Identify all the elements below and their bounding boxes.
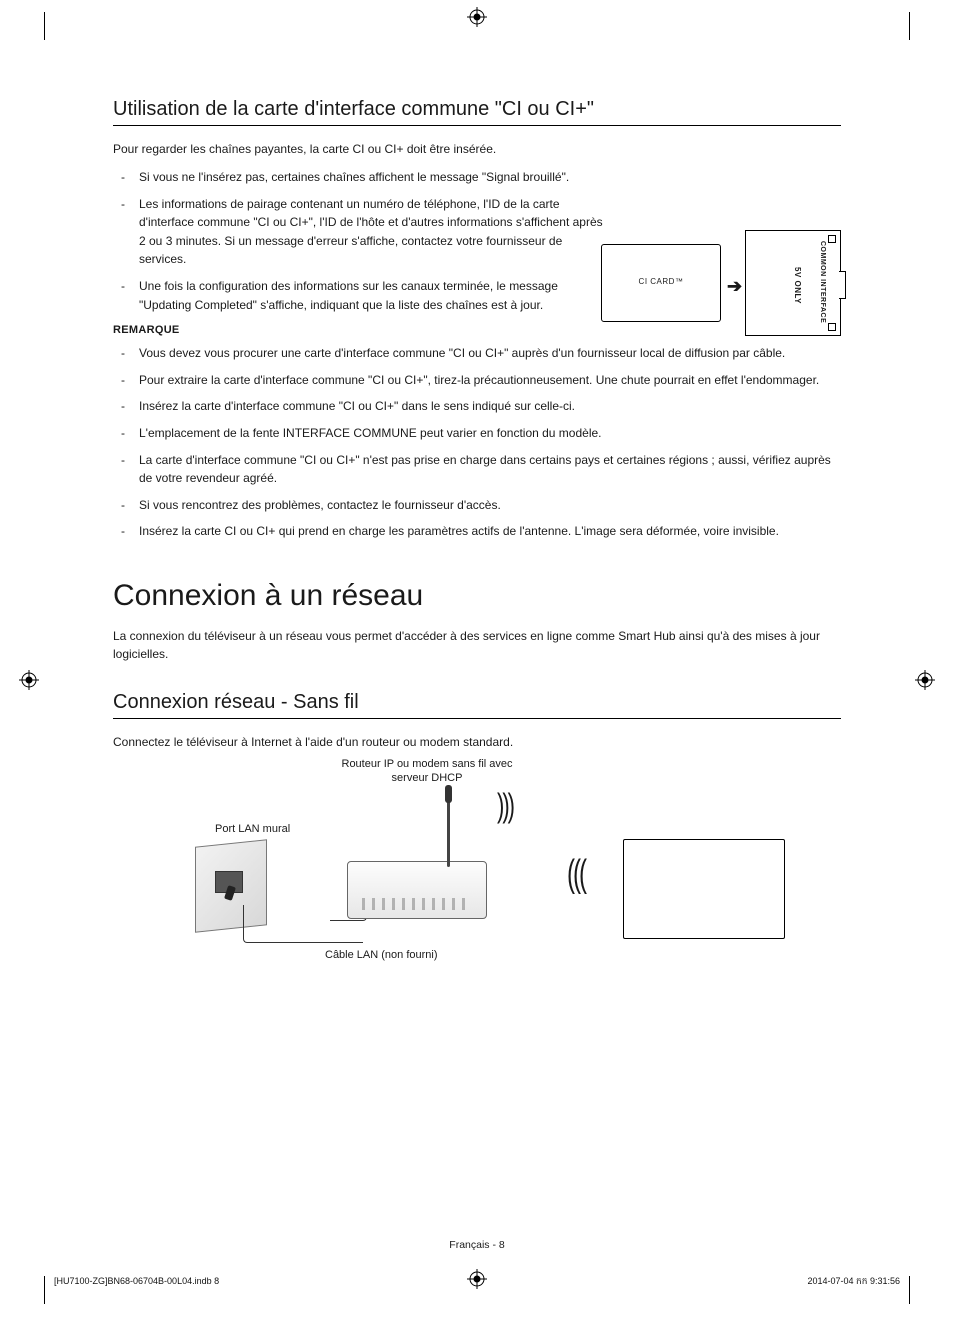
lan-port-icon [215, 871, 243, 893]
page-footer-meta: [HU7100-ZG]BN68-06704B-00L04.indb 8 2014… [54, 1276, 900, 1289]
page-footer-number: Français - 8 [0, 1239, 954, 1251]
footer-timestamp: 2014-07-04 កក 9:31:56 [808, 1276, 901, 1289]
network-intro: La connexion du téléviseur à un réseau v… [113, 627, 841, 663]
slot-common-interface-label: COMMON INTERFACE [819, 241, 826, 323]
lan-cable-label: Câble LAN (non fourni) [325, 949, 438, 961]
page: Utilisation de la carte d'interface comm… [0, 0, 954, 1321]
remarque-list: Vous devez vous procurer une carte d'int… [121, 344, 841, 541]
list-item: Si vous ne l'insérez pas, certaines chaî… [121, 168, 603, 187]
wifi-waves-receive-icon: ))) [569, 853, 587, 898]
list-item: L'emplacement de la fente INTERFACE COMM… [121, 424, 841, 443]
ci-intro: Pour regarder les chaînes payantes, la c… [113, 140, 603, 158]
list-item: Insérez la carte CI ou CI+ qui prend en … [121, 522, 841, 541]
lan-cable-icon [243, 905, 363, 943]
router-label: Routeur IP ou modem sans fil avec serveu… [327, 757, 527, 786]
slot-notch-icon [828, 323, 836, 331]
registration-mark-left-icon [19, 670, 39, 690]
tv-icon [623, 839, 785, 939]
footer-file: [HU7100-ZG]BN68-06704B-00L04.indb 8 [54, 1276, 219, 1289]
ci-card-diagram: CI CARD™ ➔ 5V ONLY COMMON INTERFACE [601, 224, 841, 344]
ci-slot-icon: 5V ONLY COMMON INTERFACE [745, 230, 841, 336]
list-item: Vous devez vous procurer une carte d'int… [121, 344, 841, 363]
lan-port-label: Port LAN mural [215, 823, 290, 835]
ci-card-icon: CI CARD™ [601, 244, 721, 322]
content-area: Utilisation de la carte d'interface comm… [113, 98, 841, 985]
ci-card-label: CI CARD™ [602, 277, 720, 286]
slot-notch-icon [828, 235, 836, 243]
router-icon [347, 861, 487, 919]
registration-mark-top-icon [467, 7, 487, 27]
list-item: Une fois la configuration des informatio… [121, 277, 603, 314]
arrow-right-icon: ➔ [727, 276, 742, 297]
section-network-title: Connexion à un réseau [113, 579, 841, 613]
section-wireless-title: Connexion réseau - Sans fil [113, 691, 841, 719]
list-item: La carte d'interface commune "CI ou CI+"… [121, 451, 841, 488]
registration-mark-right-icon [915, 670, 935, 690]
list-item: Les informations de pairage contenant un… [121, 195, 603, 269]
section-ci-title: Utilisation de la carte d'interface comm… [113, 98, 841, 126]
wifi-waves-emit-icon: ))) [497, 786, 513, 825]
ci-bullet-list: Si vous ne l'insérez pas, certaines chaî… [121, 168, 603, 314]
slot-5v-label: 5V ONLY [793, 267, 802, 304]
list-item: Insérez la carte d'interface commune "CI… [121, 397, 841, 416]
ci-text-column: Pour regarder les chaînes payantes, la c… [113, 140, 603, 314]
wireless-intro: Connectez le téléviseur à Internet à l'a… [113, 733, 841, 751]
list-item: Si vous rencontrez des problèmes, contac… [121, 496, 841, 515]
router-antenna-icon [447, 789, 450, 867]
wireless-network-diagram: Routeur IP ou modem sans fil avec serveu… [167, 765, 787, 985]
crop-mark-bottom [44, 1290, 910, 1291]
list-item: Pour extraire la carte d'interface commu… [121, 371, 841, 390]
